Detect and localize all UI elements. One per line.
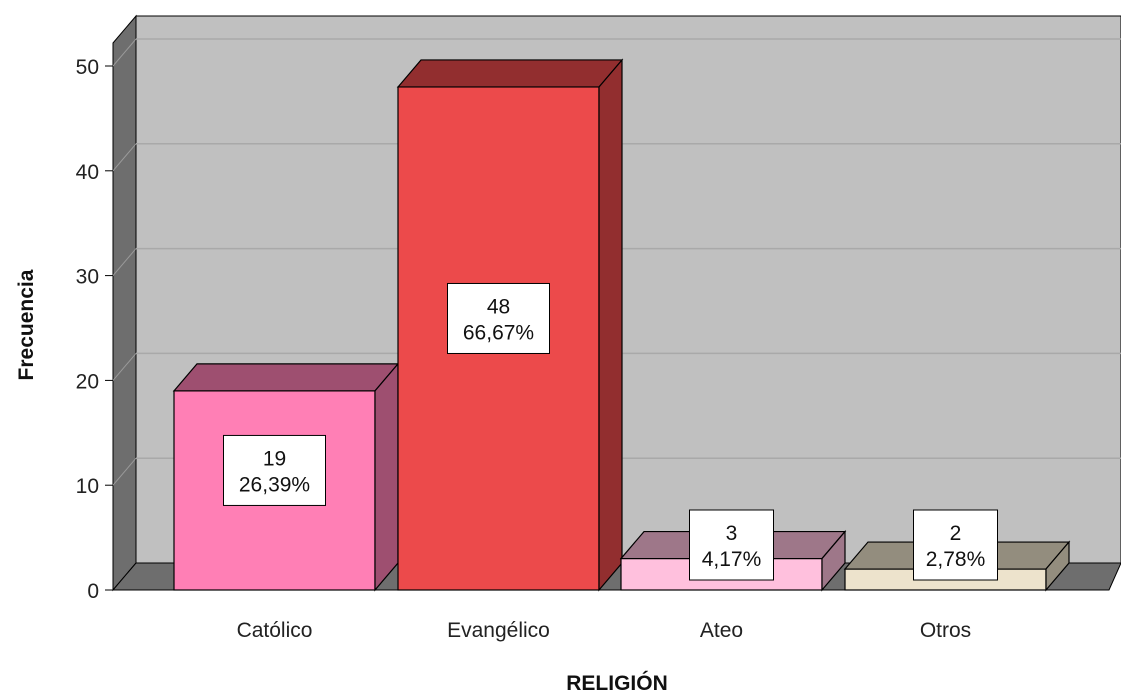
data-label-2: 3 4,17% <box>689 509 774 581</box>
x-axis-title: RELIGIÓN <box>566 671 668 693</box>
y-tick-label: 50 <box>76 56 99 79</box>
bars <box>172 58 1071 592</box>
bar-side <box>1045 540 1070 592</box>
data-label-percent: 2,78% <box>926 548 986 571</box>
data-label-box <box>913 509 998 581</box>
left-wall <box>112 14 137 592</box>
gridline-side <box>112 457 137 486</box>
bar-top <box>172 363 400 392</box>
gridline-side <box>112 353 137 381</box>
data-label-count: 3 <box>726 522 738 545</box>
data-label-count: 48 <box>487 295 510 318</box>
gridline-side <box>112 248 137 276</box>
data-label-percent: 4,17% <box>702 548 762 571</box>
data-label-percent: 66,67% <box>463 321 534 344</box>
x-category-label: Evangélico <box>447 619 550 642</box>
x-category-label: Otros <box>920 619 971 642</box>
bar-side <box>374 362 399 592</box>
y-tick-label: 0 <box>87 580 99 603</box>
y-axis-title: Frecuencia <box>15 269 38 380</box>
data-label-3: 2 2,78% <box>913 509 998 581</box>
gridline-side <box>112 143 137 172</box>
gridline-side <box>112 38 137 67</box>
data-labels: 19 26,39% 48 66,67% 3 4,17% 2 2,78% <box>223 282 998 581</box>
y-axis-ticks: 0 10 20 30 40 50 <box>76 56 113 603</box>
x-category-label: Ateo <box>700 619 743 642</box>
data-label-percent: 26,39% <box>239 473 310 496</box>
gridlines <box>112 38 1121 486</box>
y-tick-label: 30 <box>76 266 99 289</box>
data-label-count: 19 <box>263 447 286 470</box>
data-label-1: 48 66,67% <box>447 282 550 354</box>
data-label-count: 2 <box>950 522 962 545</box>
data-label-box <box>223 434 326 506</box>
data-label-box <box>447 282 550 354</box>
x-category-label: Católico <box>237 619 313 642</box>
bar-side <box>821 529 846 592</box>
data-label-0: 19 26,39% <box>223 434 326 506</box>
x-axis-categories: Católico Evangélico Ateo Otros <box>237 619 972 642</box>
bar-top <box>396 59 624 88</box>
data-label-box <box>689 509 774 581</box>
y-tick-label: 40 <box>76 161 99 184</box>
y-tick-label: 20 <box>76 370 99 393</box>
y-tick-label: 10 <box>76 475 99 498</box>
bar-side <box>598 58 623 592</box>
